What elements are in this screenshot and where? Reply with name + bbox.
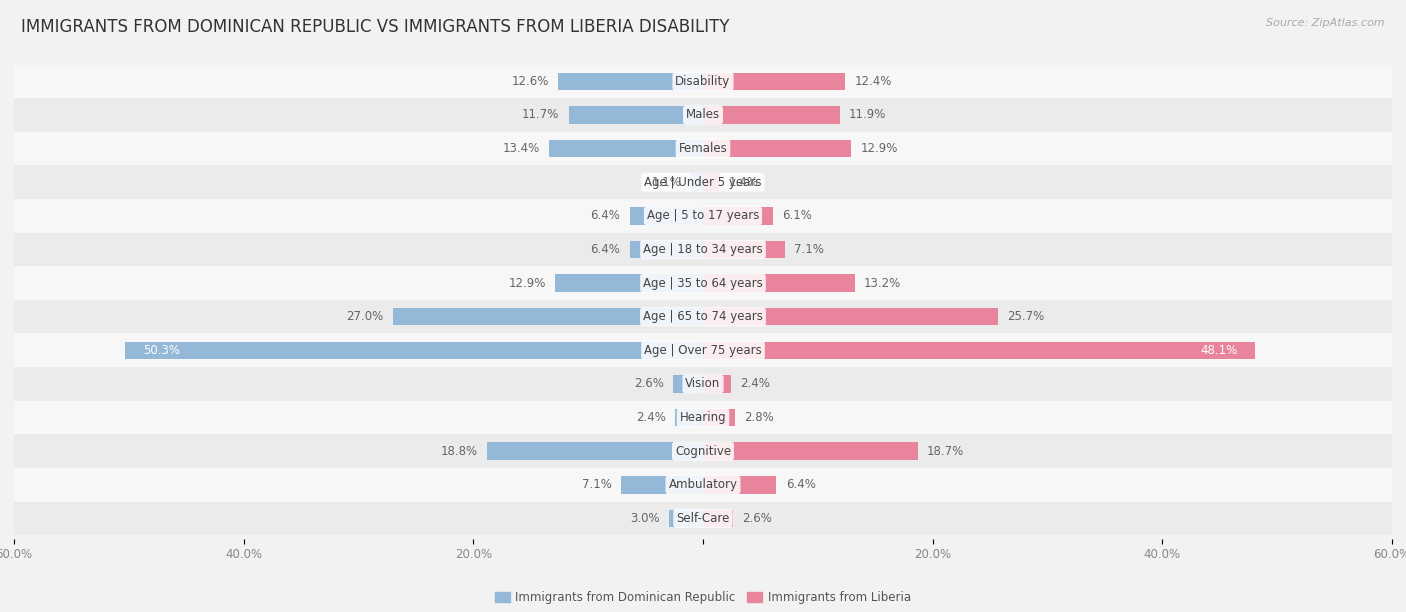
Text: 6.4%: 6.4%	[591, 209, 620, 222]
Bar	[703, 274, 855, 292]
Text: IMMIGRANTS FROM DOMINICAN REPUBLIC VS IMMIGRANTS FROM LIBERIA DISABILITY: IMMIGRANTS FROM DOMINICAN REPUBLIC VS IM…	[21, 18, 730, 36]
Bar	[703, 442, 918, 460]
Bar	[703, 241, 785, 258]
Bar	[14, 435, 1392, 468]
Legend: Immigrants from Dominican Republic, Immigrants from Liberia: Immigrants from Dominican Republic, Immi…	[491, 586, 915, 609]
Text: Hearing: Hearing	[679, 411, 727, 424]
Bar	[550, 140, 703, 157]
Bar	[703, 106, 839, 124]
Bar	[703, 308, 998, 326]
Bar	[675, 409, 703, 427]
Bar	[14, 98, 1392, 132]
Bar	[630, 241, 703, 258]
Bar	[558, 73, 703, 90]
Bar	[669, 510, 703, 527]
Text: 6.4%: 6.4%	[591, 243, 620, 256]
Text: 7.1%: 7.1%	[794, 243, 824, 256]
Text: 6.1%: 6.1%	[782, 209, 813, 222]
Text: 1.4%: 1.4%	[728, 176, 758, 188]
Text: 50.3%: 50.3%	[142, 344, 180, 357]
Text: 2.6%: 2.6%	[742, 512, 772, 525]
Text: 12.9%: 12.9%	[509, 277, 546, 289]
Text: 2.4%: 2.4%	[637, 411, 666, 424]
Text: Age | Under 5 years: Age | Under 5 years	[644, 176, 762, 188]
Bar	[621, 476, 703, 493]
Bar	[392, 308, 703, 326]
Bar	[14, 334, 1392, 367]
Text: Self-Care: Self-Care	[676, 512, 730, 525]
Text: 11.7%: 11.7%	[522, 108, 560, 122]
Bar	[14, 367, 1392, 401]
Text: 12.9%: 12.9%	[860, 142, 897, 155]
Bar	[703, 409, 735, 427]
Text: Cognitive: Cognitive	[675, 445, 731, 458]
Bar	[703, 173, 718, 191]
Text: Vision: Vision	[685, 378, 721, 390]
Text: 11.9%: 11.9%	[849, 108, 886, 122]
Bar	[14, 300, 1392, 334]
Text: 2.4%: 2.4%	[740, 378, 769, 390]
Bar	[703, 73, 845, 90]
Bar	[673, 375, 703, 393]
Text: 1.1%: 1.1%	[651, 176, 681, 188]
Text: 27.0%: 27.0%	[346, 310, 384, 323]
Bar	[703, 140, 851, 157]
Text: 2.6%: 2.6%	[634, 378, 664, 390]
Text: Age | 18 to 34 years: Age | 18 to 34 years	[643, 243, 763, 256]
Text: Age | 65 to 74 years: Age | 65 to 74 years	[643, 310, 763, 323]
Text: 18.8%: 18.8%	[441, 445, 478, 458]
Bar	[690, 173, 703, 191]
Bar	[486, 442, 703, 460]
Bar	[14, 468, 1392, 502]
Text: 12.4%: 12.4%	[855, 75, 891, 88]
Bar	[14, 199, 1392, 233]
Bar	[125, 341, 703, 359]
Text: 7.1%: 7.1%	[582, 478, 612, 491]
Bar	[703, 476, 776, 493]
Bar	[14, 64, 1392, 98]
Text: Ambulatory: Ambulatory	[668, 478, 738, 491]
Bar	[14, 266, 1392, 300]
Text: Males: Males	[686, 108, 720, 122]
Text: 13.4%: 13.4%	[503, 142, 540, 155]
Text: 12.6%: 12.6%	[512, 75, 550, 88]
Bar	[555, 274, 703, 292]
Text: 25.7%: 25.7%	[1007, 310, 1045, 323]
Bar	[703, 341, 1256, 359]
Text: Age | 35 to 64 years: Age | 35 to 64 years	[643, 277, 763, 289]
Bar	[14, 401, 1392, 435]
Text: 13.2%: 13.2%	[863, 277, 901, 289]
Text: 2.8%: 2.8%	[744, 411, 775, 424]
Text: 6.4%: 6.4%	[786, 478, 815, 491]
Bar	[568, 106, 703, 124]
Bar	[14, 165, 1392, 199]
Text: Source: ZipAtlas.com: Source: ZipAtlas.com	[1267, 18, 1385, 28]
Text: Age | Over 75 years: Age | Over 75 years	[644, 344, 762, 357]
Bar	[14, 502, 1392, 536]
Bar	[14, 233, 1392, 266]
Bar	[14, 132, 1392, 165]
Text: Females: Females	[679, 142, 727, 155]
Text: 3.0%: 3.0%	[630, 512, 659, 525]
Bar	[703, 375, 731, 393]
Bar	[703, 207, 773, 225]
Text: 18.7%: 18.7%	[927, 445, 965, 458]
Text: Age | 5 to 17 years: Age | 5 to 17 years	[647, 209, 759, 222]
Bar	[630, 207, 703, 225]
Text: 48.1%: 48.1%	[1201, 344, 1239, 357]
Bar	[703, 510, 733, 527]
Text: Disability: Disability	[675, 75, 731, 88]
